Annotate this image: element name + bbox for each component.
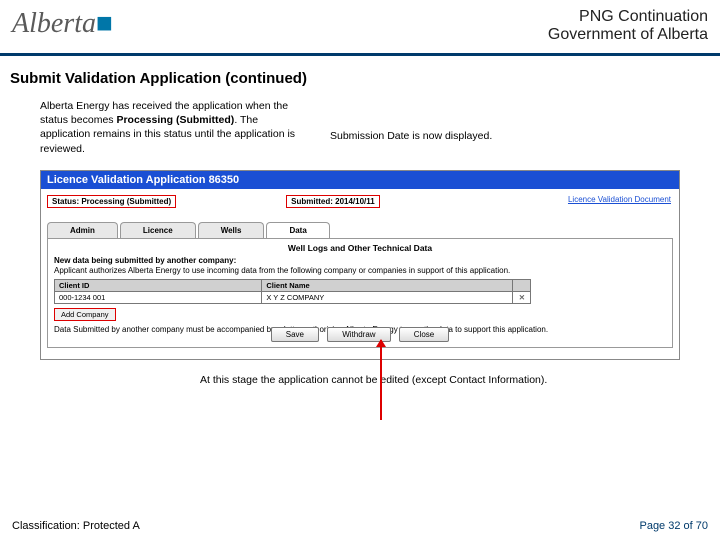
tab-bar: Admin Licence Wells Data: [47, 222, 673, 238]
alberta-logo: Alberta■: [12, 8, 113, 40]
tab-admin[interactable]: Admin: [47, 222, 118, 238]
close-button[interactable]: Close: [399, 327, 449, 342]
company-table: Client ID Client Name 000-1234 001 X Y Z…: [54, 279, 531, 304]
licence-doc-link[interactable]: Licence Validation Document: [568, 195, 671, 204]
submitted-badge: Submitted: 2014/10/11: [286, 195, 380, 208]
col-client-id: Client ID: [55, 279, 262, 291]
close-icon[interactable]: ✕: [513, 291, 531, 303]
page-header: Alberta■ PNG Continuation Government of …: [0, 0, 720, 56]
page-footer: Classification: Protected A Page 32 of 7…: [0, 520, 720, 532]
app-screenshot: Licence Validation Application 86350 Sta…: [40, 170, 680, 360]
arrow-add-company: [380, 340, 382, 420]
col-close: [513, 279, 531, 291]
tab-content: Well Logs and Other Technical Data New d…: [47, 238, 673, 348]
col-client-name: Client Name: [262, 279, 513, 291]
description-row: Alberta Energy has received the applicat…: [0, 95, 720, 164]
description-left: Alberta Energy has received the applicat…: [40, 99, 300, 156]
page-number: Page 32 of 70: [639, 520, 708, 532]
cell-client-id: 000-1234 001: [55, 291, 262, 303]
table-row: 000-1234 001 X Y Z COMPANY ✕: [55, 291, 531, 303]
cell-client-name: X Y Z COMPANY: [262, 291, 513, 303]
classification-label: Classification: Protected A: [12, 520, 140, 532]
header-line2: Government of Alberta: [548, 26, 708, 44]
caption-text: At this stage the application cannot be …: [0, 360, 720, 386]
save-button[interactable]: Save: [271, 327, 319, 342]
add-company-button[interactable]: Add Company: [54, 308, 116, 321]
tab-licence[interactable]: Licence: [120, 222, 196, 238]
sub-heading: New data being submitted by another comp…: [54, 256, 666, 265]
tab-data[interactable]: Data: [266, 222, 329, 238]
header-line1: PNG Continuation: [548, 8, 708, 26]
tab-wells[interactable]: Wells: [198, 222, 265, 238]
page-title: Submit Validation Application (continued…: [0, 56, 720, 95]
desc-text: Applicant authorizes Alberta Energy to u…: [54, 266, 666, 275]
header-title: PNG Continuation Government of Alberta: [548, 8, 708, 44]
screenshot-title-bar: Licence Validation Application 86350: [41, 171, 679, 189]
status-badge: Status: Processing (Submitted): [47, 195, 176, 208]
section-title: Well Logs and Other Technical Data: [54, 243, 666, 253]
description-right: Submission Date is now displayed.: [330, 99, 680, 156]
button-row: Save Withdraw Close: [48, 327, 672, 342]
